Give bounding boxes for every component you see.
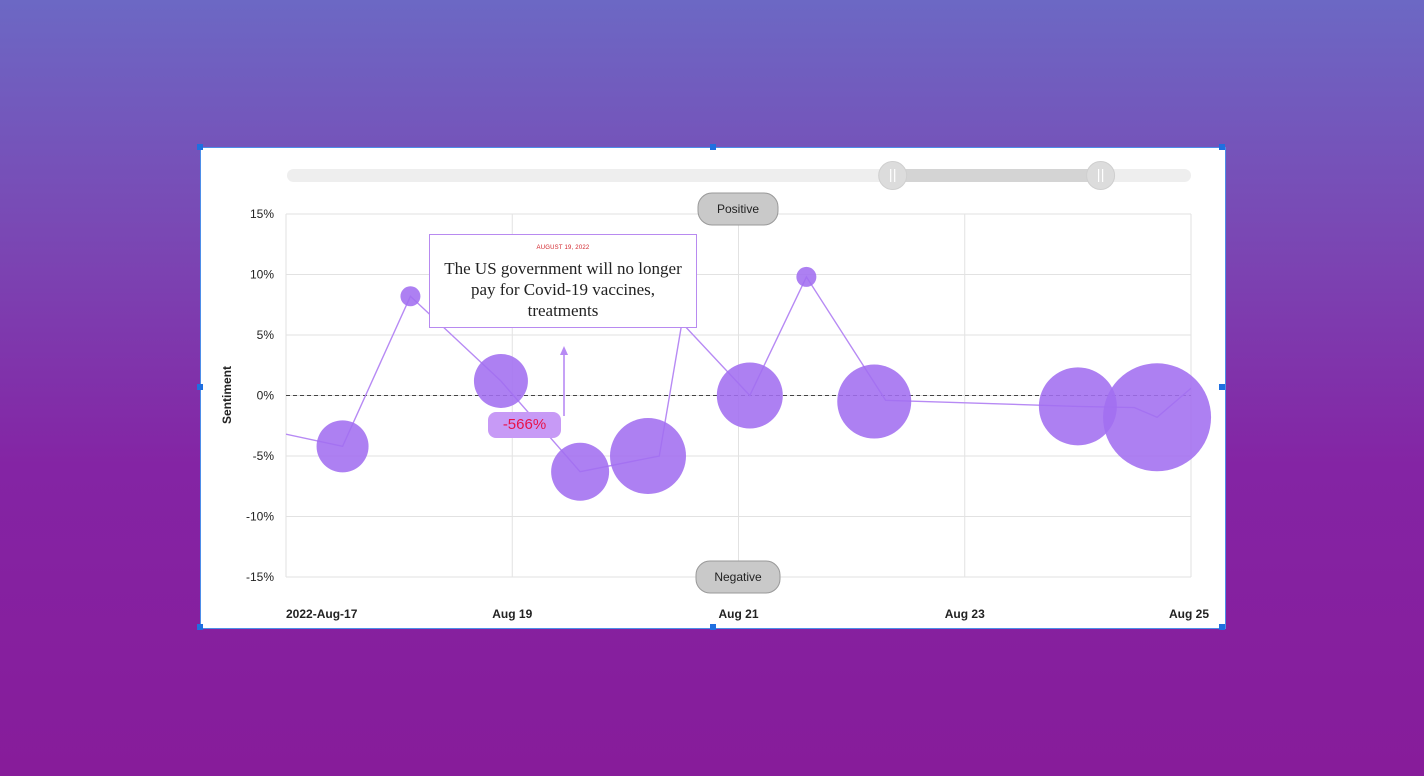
bubble-point-2[interactable] [400,286,421,307]
range-slider[interactable] [287,161,1191,190]
news-headline: The US government will no longer pay for… [444,259,682,320]
positive-label: Positive [717,202,759,216]
chart-card: 15% 10% 5% 0% -5% -10% -15% 2022-Aug-17 Aug 19 A… [197,144,1226,630]
resize-handle-bottom-left[interactable] [197,624,203,630]
negative-pill: Negative [695,560,781,594]
bubble-point-5[interactable] [610,418,686,494]
x-tick-label: Aug 21 [718,607,758,621]
x-tick-label: Aug 25 [1169,607,1209,621]
x-tick-label: Aug 19 [492,607,532,621]
bubble-point-7[interactable] [796,266,817,287]
resize-handle-top-left[interactable] [197,144,203,150]
news-date: AUGUST 19, 2022 [536,245,590,251]
y-tick-label: -15% [246,570,274,584]
bubble-point-3[interactable] [473,353,528,408]
sentiment-chart: 15% 10% 5% 0% -5% -10% -15% 2022-Aug-17 Aug 19 A… [220,161,1212,621]
resize-handle-bottom-center[interactable] [710,624,716,630]
range-slider-start-handle[interactable] [878,161,908,190]
y-tick-label: 10% [250,268,274,282]
resize-handle-top-right[interactable] [1219,144,1225,150]
y-tick-label: -10% [246,510,274,524]
bubble-point-9[interactable] [1038,367,1117,446]
bubble-point-4[interactable] [551,442,610,501]
resize-handle-middle-right[interactable] [1219,384,1225,390]
positive-pill: Positive [697,192,779,226]
resize-handle-middle-left[interactable] [197,384,203,390]
x-tick-label: 2022-Aug-17 [286,607,358,621]
bubble-point-8[interactable] [837,364,912,439]
y-tick-label: -5% [253,449,275,463]
chart-grid [285,213,1192,578]
y-tick-label: 5% [257,328,275,342]
range-slider-selection[interactable] [892,169,1101,182]
y-tick-label: 0% [257,389,275,403]
negative-label: Negative [714,570,762,584]
y-axis-title: Sentiment [220,366,234,424]
y-tick-label: 15% [250,207,274,221]
change-badge: -566% [488,412,561,438]
bubble-point-10[interactable] [1103,363,1212,472]
bubble-point-1[interactable] [316,420,369,473]
y-axis: 15% 10% 5% 0% -5% -10% -15% [246,207,274,584]
bubble-point-6[interactable] [716,362,783,429]
x-tick-label: Aug 23 [945,607,985,621]
resize-handle-top-center[interactable] [710,144,716,150]
news-annotation-card[interactable]: AUGUST 19, 2022 The US government will n… [429,234,697,328]
range-slider-end-handle[interactable] [1086,161,1116,190]
bubble-series [316,266,1212,501]
annotation-arrow-head [560,346,568,355]
x-axis: 2022-Aug-17 Aug 19 Aug 21 Aug 23 Aug 25 [286,607,1209,621]
resize-handle-bottom-right[interactable] [1219,624,1225,630]
